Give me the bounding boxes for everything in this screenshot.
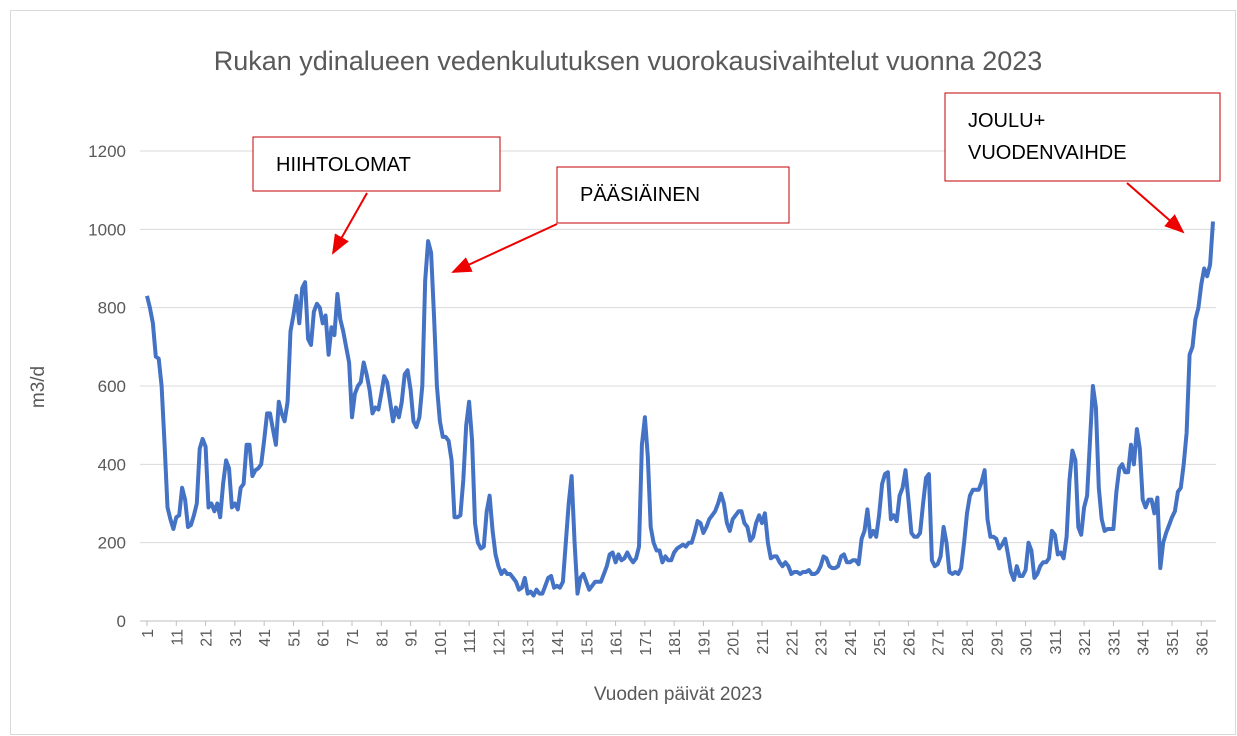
x-tick-label: 241 bbox=[843, 629, 860, 656]
x-tick-label: 191 bbox=[696, 629, 713, 656]
x-tick-label: 211 bbox=[755, 629, 772, 655]
x-tick-label: 271 bbox=[931, 629, 948, 656]
y-tick-label: 1200 bbox=[88, 142, 126, 161]
y-tick-label: 1000 bbox=[88, 220, 126, 239]
x-tick-label: 91 bbox=[404, 629, 421, 647]
x-tick-label: 331 bbox=[1106, 629, 1123, 656]
x-tick-label: 1 bbox=[140, 629, 157, 638]
y-tick-label: 200 bbox=[98, 534, 126, 553]
annotation-box bbox=[556, 166, 790, 224]
x-tick-label: 81 bbox=[374, 629, 391, 647]
x-tick-label: 51 bbox=[286, 629, 303, 647]
x-tick-label: 261 bbox=[901, 629, 918, 656]
arrow bbox=[1126, 182, 1185, 234]
x-tick-label: 41 bbox=[257, 629, 274, 647]
arrow bbox=[451, 223, 558, 273]
data-line bbox=[145, 221, 1215, 598]
annotation-text: VUODENVAIHDE bbox=[968, 142, 1127, 164]
annotation-arrows bbox=[332, 182, 1185, 273]
x-tick-label: 321 bbox=[1077, 629, 1094, 656]
x-tick-label: 311 bbox=[1048, 629, 1065, 655]
x-axis-label: Vuoden päivät 2023 bbox=[594, 684, 762, 705]
x-tick-label: 21 bbox=[199, 629, 216, 647]
y-tick-label: 400 bbox=[98, 455, 126, 474]
x-tick-label: 61 bbox=[316, 629, 333, 647]
x-tick-label: 351 bbox=[1165, 629, 1182, 656]
x-tick-label: 171 bbox=[638, 629, 655, 656]
y-tick-label: 0 bbox=[117, 612, 126, 631]
x-tick-label: 141 bbox=[550, 629, 567, 656]
annotation-text: JOULU+ bbox=[968, 110, 1045, 132]
x-tick-label: 201 bbox=[726, 629, 743, 656]
x-tick-label: 151 bbox=[579, 629, 596, 656]
x-tick-label: 121 bbox=[491, 629, 508, 656]
x-tick-label: 281 bbox=[960, 629, 977, 656]
annotation-text: PÄÄSIÄINEN bbox=[580, 184, 700, 206]
x-tick-label: 71 bbox=[345, 629, 362, 647]
x-tick-label: 181 bbox=[667, 629, 684, 656]
x-tick-label: 11 bbox=[169, 629, 186, 646]
x-tick-label: 131 bbox=[521, 629, 538, 656]
y-axis-label: m3/d bbox=[28, 366, 49, 408]
x-tick-label: 161 bbox=[609, 629, 626, 656]
x-tick-label: 301 bbox=[1019, 629, 1036, 656]
y-tick-label: 600 bbox=[98, 377, 126, 396]
x-tick-label: 361 bbox=[1194, 629, 1211, 656]
annotation-box bbox=[944, 92, 1221, 182]
x-tick-label: 341 bbox=[1136, 629, 1153, 656]
x-tick-label: 221 bbox=[784, 629, 801, 656]
x-tick-label: 231 bbox=[814, 629, 831, 656]
x-tick-label: 111 bbox=[462, 629, 479, 653]
x-tick-label: 251 bbox=[872, 629, 889, 656]
x-tick-label: 291 bbox=[989, 629, 1006, 656]
chart-title: Rukan ydinalueen vedenkulutuksen vuoroka… bbox=[213, 46, 1043, 76]
annotation-text: HIIHTOLOMAT bbox=[276, 154, 411, 176]
y-tick-label: 800 bbox=[98, 299, 126, 318]
x-tick-label: 31 bbox=[228, 629, 245, 647]
x-tick-label: 101 bbox=[433, 629, 450, 656]
annotation-box bbox=[252, 136, 501, 192]
arrow bbox=[332, 192, 368, 255]
